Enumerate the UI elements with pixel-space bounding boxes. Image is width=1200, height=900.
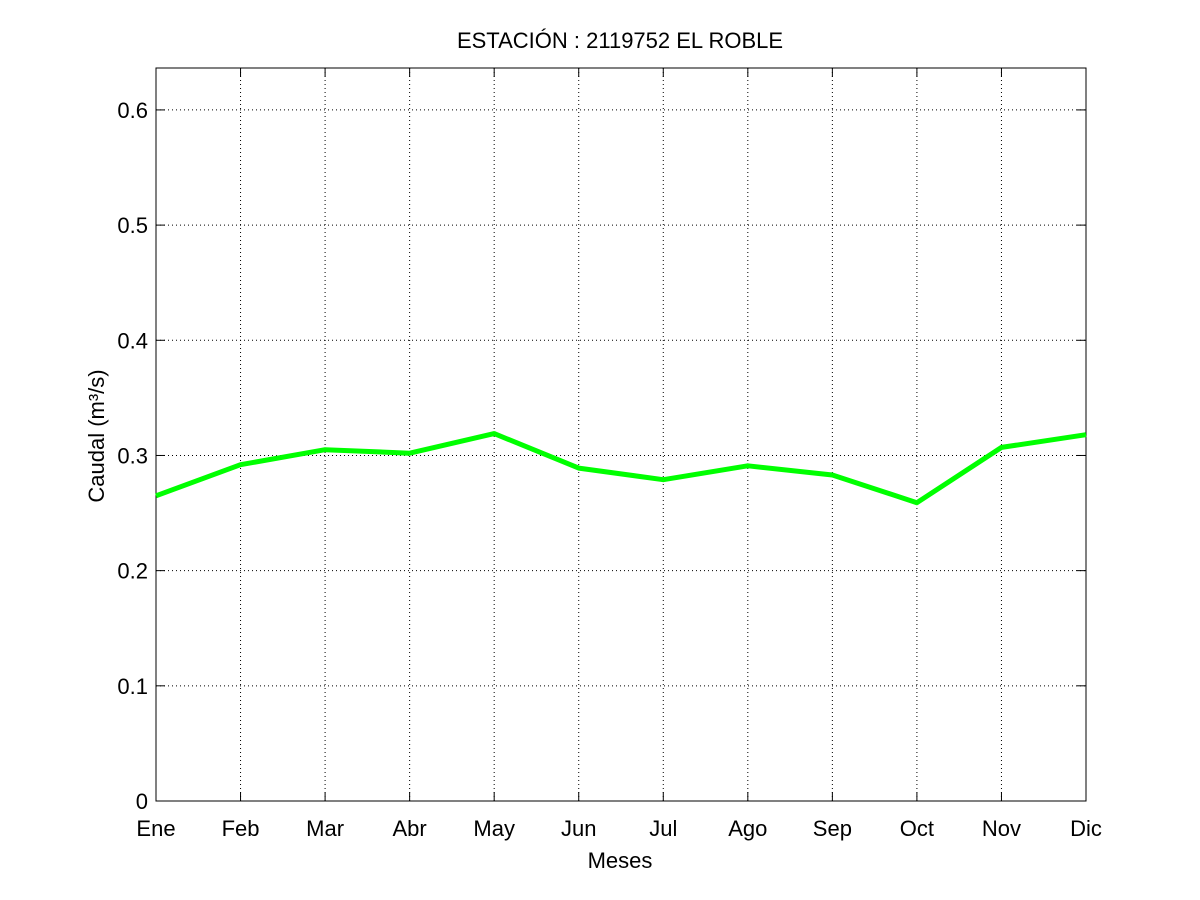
y-tick-label: 0.4 — [117, 328, 148, 353]
y-tick-label: 0 — [136, 789, 148, 814]
x-axis-label: Meses — [588, 848, 653, 873]
x-tick-label: Feb — [222, 816, 260, 841]
tick-labels: Ene Feb Mar Abr May Jun Jul Ago Sep Oct Nov Dic 0 0.1… — [117, 98, 1101, 841]
plot-area — [155, 67, 1087, 802]
y-tick-label: 0.5 — [117, 213, 148, 238]
chart-title: ESTACIÓN : 2119752 EL ROBLE — [457, 28, 783, 53]
x-tick-label: Ene — [136, 816, 175, 841]
y-axis-label: Caudal (m³/s) — [84, 369, 109, 502]
y-tick-label: 0.1 — [117, 674, 148, 699]
x-tick-label: Mar — [306, 816, 344, 841]
x-tick-label: Abr — [393, 816, 427, 841]
x-tick-label: Jun — [561, 816, 596, 841]
grid — [156, 68, 1086, 801]
y-tick-label: 0.3 — [117, 443, 148, 468]
y-tick-label: 0.6 — [117, 98, 148, 123]
series-layer — [155, 431, 1087, 506]
series-line — [155, 431, 1087, 506]
x-tick-label: Sep — [813, 816, 852, 841]
x-tick-label: Dic — [1070, 816, 1102, 841]
tick-marks — [155, 68, 1087, 802]
x-tick-label: May — [473, 816, 515, 841]
x-tick-label: Ago — [728, 816, 767, 841]
x-tick-label: Nov — [982, 816, 1021, 841]
x-tick-label: Jul — [649, 816, 677, 841]
y-tick-label: 0.2 — [117, 559, 148, 584]
x-tick-label: Oct — [900, 816, 934, 841]
